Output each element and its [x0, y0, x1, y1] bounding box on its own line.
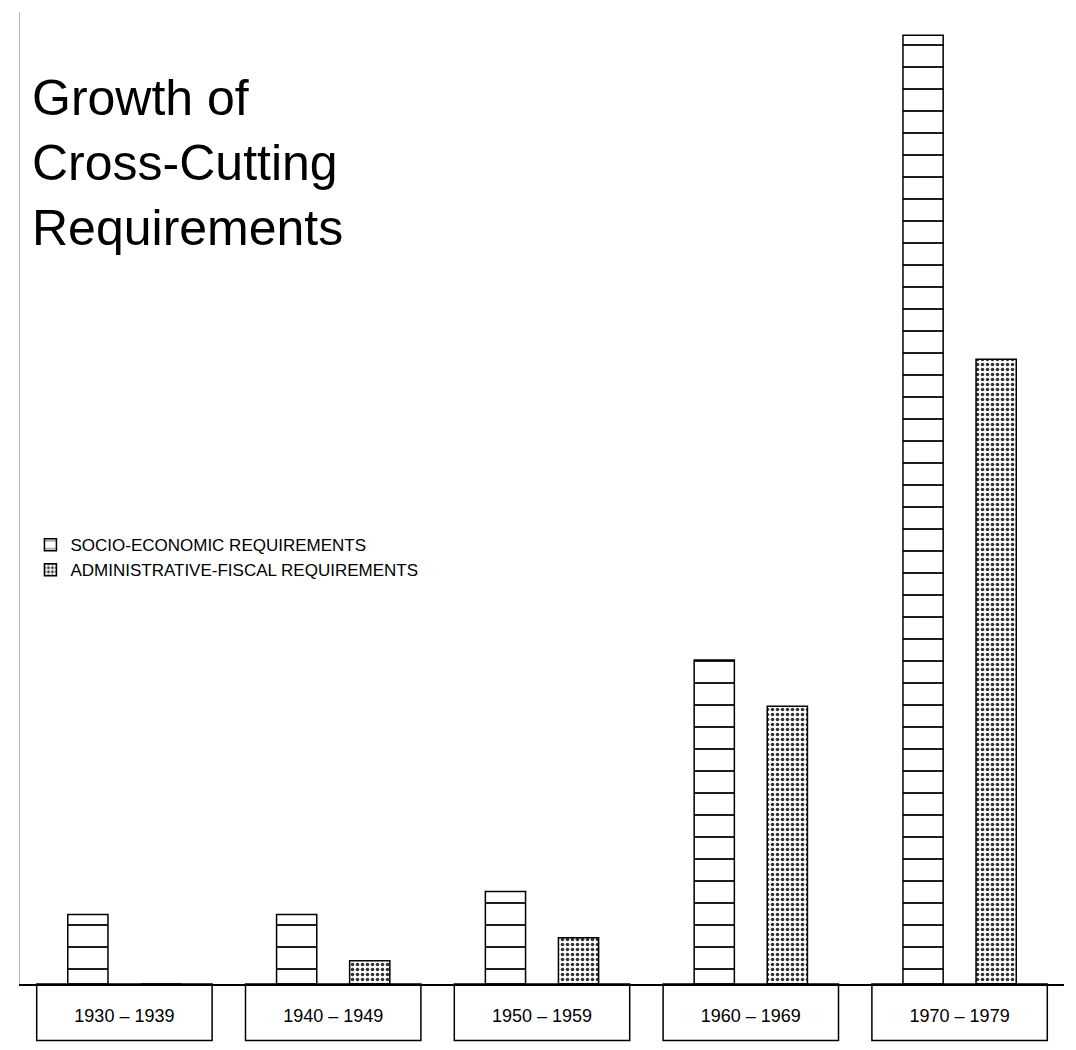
- svg-text:1930 – 1939: 1930 – 1939: [74, 1006, 174, 1026]
- svg-text:1940 – 1949: 1940 – 1949: [283, 1006, 383, 1026]
- svg-text:ADMINISTRATIVE-FISCAL REQUIREM: ADMINISTRATIVE-FISCAL REQUIREMENTS: [70, 561, 418, 580]
- svg-text:1960 – 1969: 1960 – 1969: [701, 1006, 801, 1026]
- svg-text:1950 – 1959: 1950 – 1959: [492, 1006, 592, 1026]
- svg-text:Growth ofCross-CuttingRequirem: Growth ofCross-CuttingRequirements: [32, 70, 343, 256]
- svg-text:1970 – 1979: 1970 – 1979: [910, 1006, 1010, 1026]
- svg-text:SOCIO-ECONOMIC REQUIREMENTS: SOCIO-ECONOMIC REQUIREMENTS: [70, 536, 366, 555]
